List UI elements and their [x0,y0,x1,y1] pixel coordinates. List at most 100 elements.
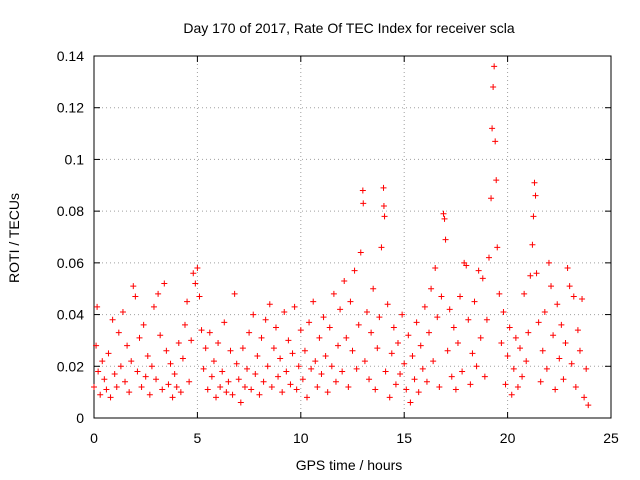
data-point [258,334,265,341]
data-point [411,376,418,383]
data-point [252,371,259,378]
data-point [194,265,201,272]
data-point [281,308,288,315]
data-point [244,365,251,372]
data-point [202,345,209,352]
x-tick-label: 25 [603,430,619,446]
data-point [312,358,319,365]
data-point [157,332,164,339]
data-point [186,378,193,385]
data-point [465,316,472,323]
data-point [444,347,451,354]
data-point [355,321,362,328]
data-point [436,383,443,390]
data-point [167,360,174,367]
data-point [173,383,180,390]
data-point [374,345,381,352]
data-point [353,365,360,372]
data-point [432,265,439,272]
data-point [363,308,370,315]
y-tick-label: 0.04 [57,307,84,323]
data-point [332,378,339,385]
data-point [204,386,211,393]
data-point [190,270,197,277]
data-point [531,179,538,186]
data-point [380,184,387,191]
data-point [272,324,279,331]
data-point [347,298,354,305]
data-point [179,355,186,362]
data-point [529,241,536,248]
data-point [459,368,466,375]
data-point [401,360,408,367]
data-point [545,259,552,266]
data-point [366,376,373,383]
y-tick-label: 0.1 [65,151,85,167]
data-point [556,355,563,362]
data-point [161,280,168,287]
data-point [341,277,348,284]
data-point [337,306,344,313]
data-point [475,267,482,274]
data-point [570,293,577,300]
data-point [124,342,131,349]
data-point [514,383,521,390]
data-point [122,378,129,385]
data-point [382,368,389,375]
data-point [434,314,441,321]
data-point [372,386,379,393]
data-point [101,376,108,383]
data-point [548,283,555,290]
data-point [231,290,238,297]
data-point [543,365,550,372]
data-point [140,321,147,328]
data-point [169,394,176,401]
data-point [155,290,162,297]
data-point [413,319,420,326]
data-point [324,389,331,396]
data-point [308,365,315,372]
data-point [390,324,397,331]
data-point [493,177,500,184]
data-point [554,301,561,308]
data-point [530,213,537,220]
data-point [285,337,292,344]
y-tick-label: 0 [76,410,84,426]
data-point [109,316,116,323]
data-point [235,376,242,383]
data-point [103,386,110,393]
data-point [223,389,230,396]
data-point [146,391,153,398]
data-point [99,358,106,365]
data-point [148,363,155,370]
data-point [181,321,188,328]
data-point [452,386,459,393]
y-axis-label: ROTI / TECUs [6,193,22,283]
data-point [533,270,540,277]
data-point [171,371,178,378]
data-point [198,327,205,334]
data-point [568,360,575,367]
data-point [188,337,195,344]
x-tick-label: 15 [396,430,412,446]
data-point [266,301,273,308]
data-point [407,399,414,406]
data-point [268,383,275,390]
data-point [381,213,388,220]
data-point [517,345,524,352]
y-axis-ticks: 0 0.02 0.04 0.06 0.08 0.1 0.12 0.14 [57,48,611,426]
data-point [93,342,100,349]
data-point [345,383,352,390]
data-point [339,368,346,375]
y-tick-label: 0.14 [57,48,84,64]
data-point [473,363,480,370]
data-point [279,389,286,396]
data-point [441,215,448,222]
data-point [256,391,263,398]
data-point [426,329,433,336]
data-point [275,373,282,380]
data-point [343,334,350,341]
data-point [438,293,445,300]
data-point [94,303,101,310]
data-point [289,350,296,357]
